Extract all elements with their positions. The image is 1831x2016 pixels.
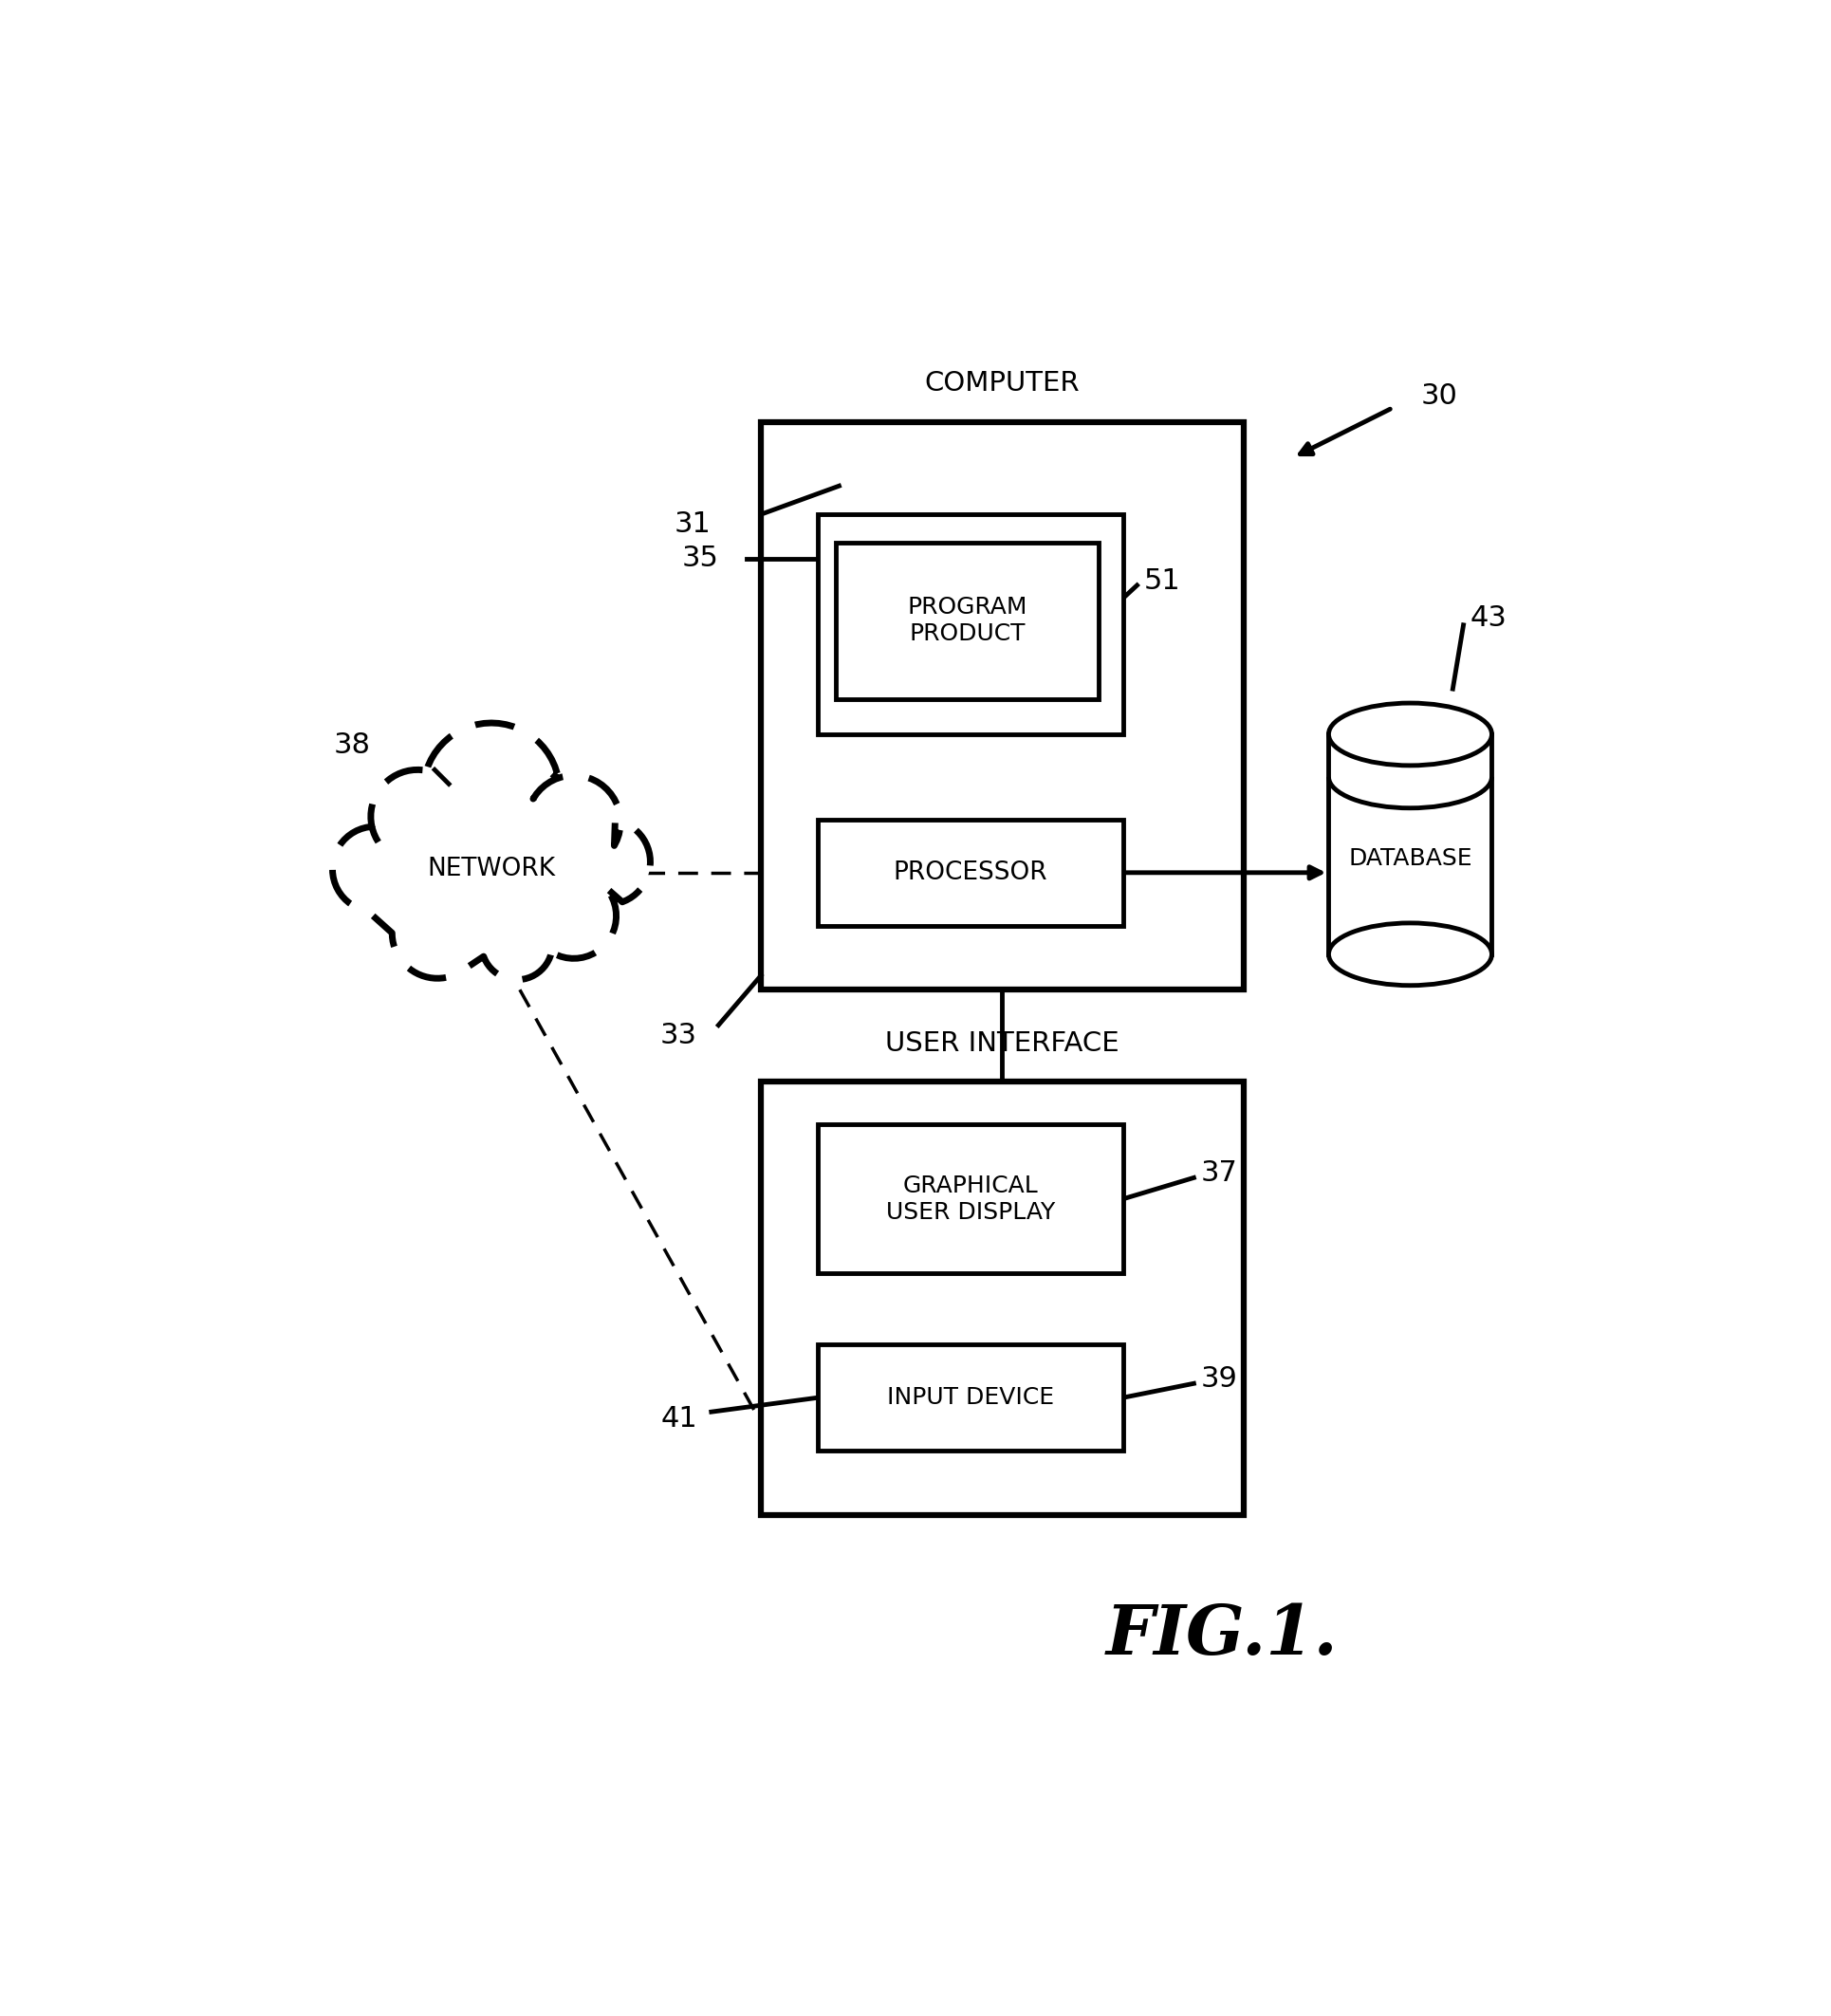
Text: 38: 38 xyxy=(333,732,370,760)
Text: PROCESSOR: PROCESSOR xyxy=(894,861,1047,885)
Text: 35: 35 xyxy=(681,544,718,573)
Text: NETWORK: NETWORK xyxy=(427,857,555,881)
Text: 43: 43 xyxy=(1470,605,1507,631)
Text: MEMORY: MEMORY xyxy=(916,613,1025,637)
Ellipse shape xyxy=(1329,923,1492,986)
Ellipse shape xyxy=(1329,704,1492,766)
Text: USER INTERFACE: USER INTERFACE xyxy=(884,1030,1119,1056)
FancyBboxPatch shape xyxy=(818,1125,1122,1274)
Text: 39: 39 xyxy=(1201,1365,1238,1393)
FancyBboxPatch shape xyxy=(818,514,1122,734)
FancyBboxPatch shape xyxy=(762,1083,1243,1514)
Text: DATABASE: DATABASE xyxy=(1348,847,1472,869)
Text: 30: 30 xyxy=(1421,383,1457,411)
Text: 51: 51 xyxy=(1144,566,1181,595)
Text: INPUT DEVICE: INPUT DEVICE xyxy=(886,1387,1055,1409)
Text: 41: 41 xyxy=(661,1405,698,1433)
Text: FIG.1.: FIG.1. xyxy=(1106,1601,1338,1669)
Text: COMPUTER: COMPUTER xyxy=(925,371,1080,397)
Text: 33: 33 xyxy=(661,1022,698,1048)
Text: GRAPHICAL
USER DISPLAY: GRAPHICAL USER DISPLAY xyxy=(886,1175,1055,1224)
Text: 37: 37 xyxy=(1201,1159,1238,1187)
FancyBboxPatch shape xyxy=(818,818,1122,925)
FancyBboxPatch shape xyxy=(818,1345,1122,1452)
Polygon shape xyxy=(333,724,650,980)
FancyBboxPatch shape xyxy=(762,421,1243,990)
Text: 31: 31 xyxy=(674,510,710,538)
Text: PROGRAM
PRODUCT: PROGRAM PRODUCT xyxy=(908,597,1027,645)
FancyBboxPatch shape xyxy=(837,542,1099,700)
FancyBboxPatch shape xyxy=(1329,734,1492,954)
